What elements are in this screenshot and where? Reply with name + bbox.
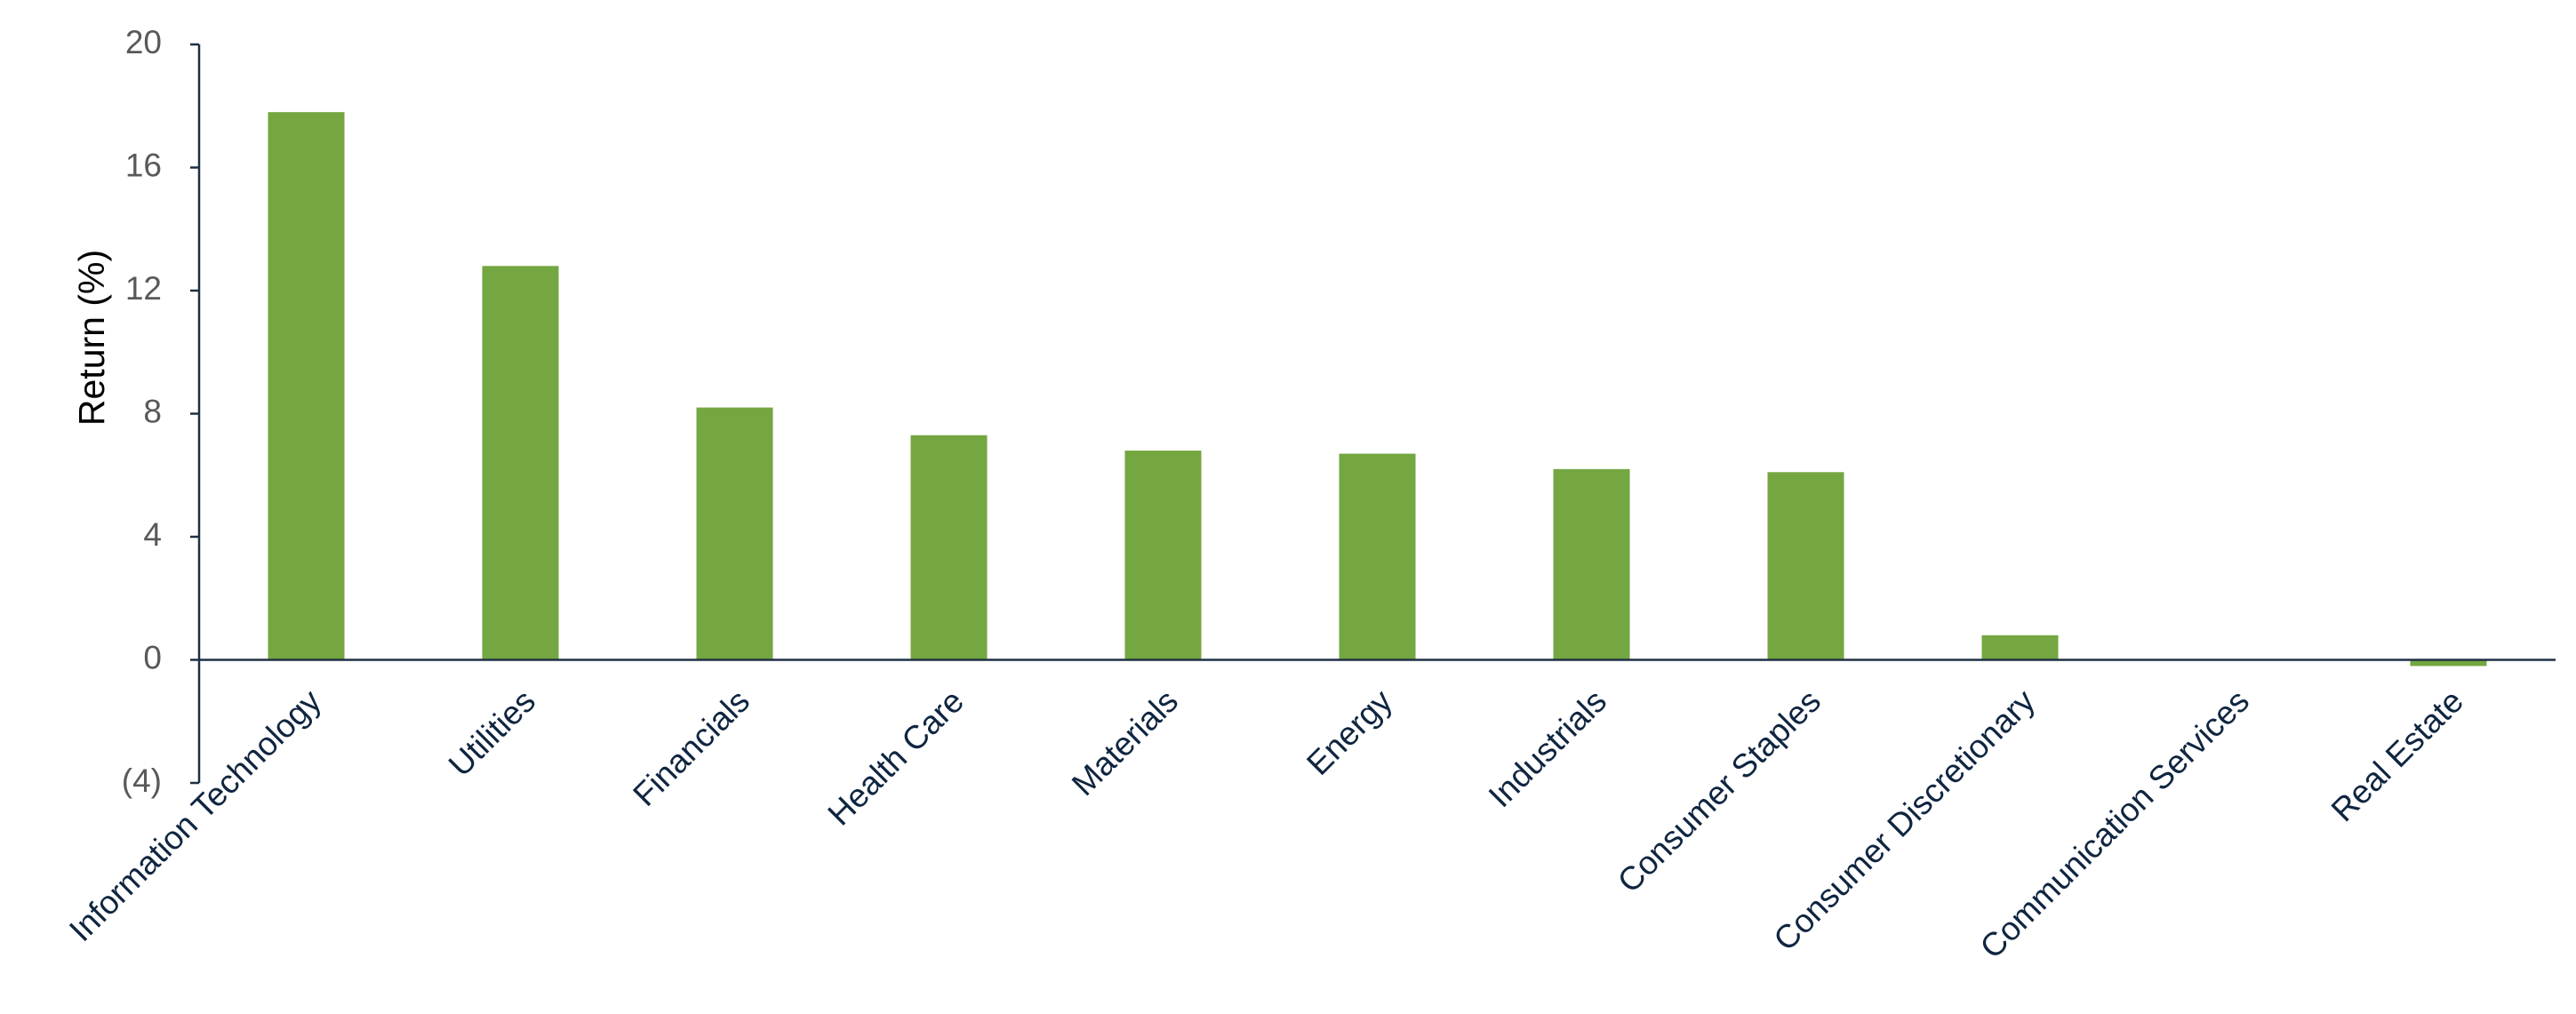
x-tick-label: Health Care [820,683,971,833]
y-tick-label: 0 [143,639,162,675]
bar [1339,453,1416,660]
x-tick-label: Materials [1065,683,1185,802]
bar [482,266,559,660]
x-tick-label: Information Technology [62,683,328,948]
x-tick-label: Financials [626,683,756,813]
bar [1767,472,1844,660]
bar [268,112,345,660]
bar [1553,468,1630,660]
bar [2410,659,2487,667]
x-tick-label: Utilities [442,683,542,783]
y-tick-label: 4 [143,516,162,553]
x-tick-label: Industrials [1482,683,1613,814]
bar [696,407,773,660]
x-tick-label: Energy [1300,683,1399,782]
y-tick-label: (4) [122,762,162,799]
x-tick-label: Consumer Staples [1611,683,1828,899]
y-tick-label: 20 [125,24,162,60]
y-tick-label: 16 [125,147,162,183]
bar [1981,635,2059,660]
y-axis-title: Return (%) [71,250,112,426]
x-tick-label: Real Estate [2324,683,2470,828]
y-tick-label: 12 [125,270,162,307]
bar [910,435,988,660]
y-tick-label: 8 [143,393,162,429]
bar [1124,451,1202,660]
